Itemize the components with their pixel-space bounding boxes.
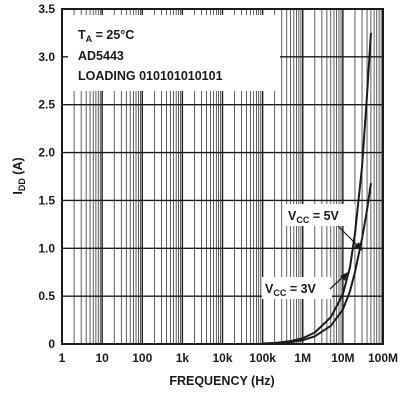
x-tick-label: 100 — [132, 351, 152, 365]
y-tick-labels: 0 0.5 1.0 1.5 2.0 2.5 3.0 3.5 — [38, 2, 55, 351]
x-tick-label: 1k — [176, 351, 190, 365]
vcc3-label-box — [262, 277, 332, 299]
y-tick-label: 3.0 — [38, 50, 55, 64]
series-label-vcc3: VCC = 3V — [265, 282, 317, 298]
vcc5-leader-line — [337, 225, 361, 249]
conditions-loading: LOADING 010101010101 — [78, 69, 223, 83]
y-axis-title: IDD (A) — [11, 157, 27, 194]
y-tick-label: 3.5 — [38, 2, 55, 16]
y-tick-label: 2.5 — [38, 98, 55, 112]
x-tick-label: 10k — [212, 351, 232, 365]
conditions-temperature: TA = 25°C — [78, 28, 134, 44]
y-tick-label: 0 — [48, 337, 55, 351]
x-tick-label: 100k — [249, 351, 276, 365]
vcc3-leader-arrowhead — [340, 272, 348, 281]
x-axis-title: FREQUENCY (Hz) — [169, 374, 274, 388]
x-tick-label: 100M — [368, 351, 398, 365]
series-label-vcc5: VCC = 5V — [288, 209, 340, 225]
conditions-part-number: AD5443 — [78, 49, 124, 63]
y-tick-label: 1.5 — [38, 193, 55, 207]
y-tick-label: 2.0 — [38, 146, 55, 160]
x-tick-label: 1M — [294, 351, 311, 365]
x-tick-labels: 1 10 100 1k 10k 100k 1M 10M 100M — [59, 351, 398, 365]
conditions-box — [68, 15, 280, 91]
y-tick-label: 1.0 — [38, 241, 55, 255]
series-curves — [262, 32, 372, 345]
series-line-vcc3 — [262, 183, 372, 345]
x-tick-label: 10M — [331, 351, 354, 365]
x-tick-label: 10 — [95, 351, 109, 365]
x-tick-label: 1 — [59, 351, 66, 365]
plot-frame — [61, 8, 384, 345]
vcc5-label-box — [285, 204, 355, 226]
y-tick-label: 0.5 — [38, 289, 55, 303]
